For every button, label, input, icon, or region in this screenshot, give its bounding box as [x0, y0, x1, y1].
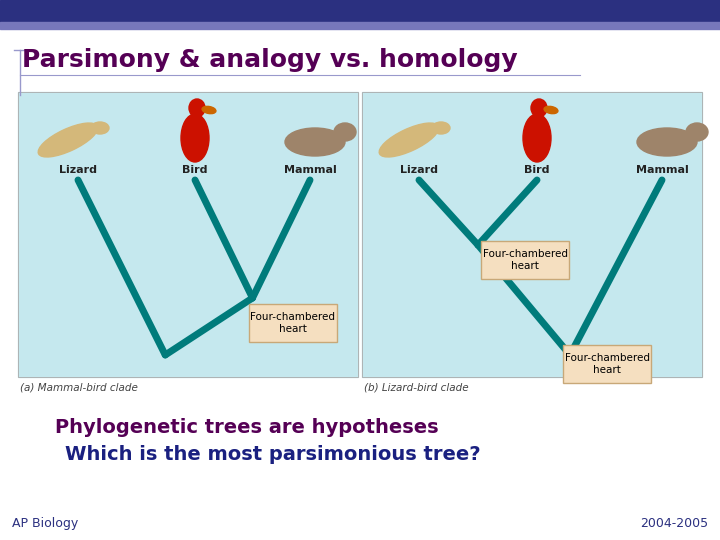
Text: Four-chambered
heart: Four-chambered heart — [250, 312, 335, 334]
Ellipse shape — [285, 128, 345, 156]
FancyBboxPatch shape — [563, 345, 651, 383]
Text: Bird: Bird — [182, 165, 208, 175]
FancyBboxPatch shape — [481, 241, 569, 279]
Ellipse shape — [432, 122, 450, 134]
Text: Which is the most parsimonious tree?: Which is the most parsimonious tree? — [65, 445, 481, 464]
Text: 2004-2005: 2004-2005 — [640, 517, 708, 530]
Ellipse shape — [531, 99, 547, 117]
Ellipse shape — [523, 114, 551, 162]
Ellipse shape — [334, 123, 356, 141]
Ellipse shape — [379, 123, 438, 157]
Ellipse shape — [637, 128, 697, 156]
Ellipse shape — [544, 106, 558, 113]
FancyBboxPatch shape — [248, 304, 336, 342]
Ellipse shape — [686, 123, 708, 141]
Text: Bird: Bird — [524, 165, 550, 175]
Ellipse shape — [38, 123, 98, 157]
Text: Mammal: Mammal — [636, 165, 688, 175]
Bar — [362, 92, 702, 377]
Ellipse shape — [181, 114, 209, 162]
Text: Phylogenetic trees are hypotheses: Phylogenetic trees are hypotheses — [55, 418, 438, 437]
Text: Four-chambered
heart: Four-chambered heart — [564, 353, 649, 375]
Bar — [0, 0, 720, 22]
Text: Lizard: Lizard — [59, 165, 97, 175]
Text: AP Biology: AP Biology — [12, 517, 78, 530]
Ellipse shape — [202, 106, 216, 113]
Text: Lizard: Lizard — [400, 165, 438, 175]
Bar — [18, 92, 358, 377]
Text: (a) Mammal-bird clade: (a) Mammal-bird clade — [20, 383, 138, 393]
Bar — [0, 22, 720, 29]
Ellipse shape — [91, 122, 109, 134]
Text: Parsimony & analogy vs. homology: Parsimony & analogy vs. homology — [22, 48, 518, 72]
Ellipse shape — [189, 99, 205, 117]
Bar — [362, 92, 702, 377]
Bar — [18, 92, 358, 377]
Text: Four-chambered
heart: Four-chambered heart — [482, 249, 567, 271]
Text: Mammal: Mammal — [284, 165, 336, 175]
Text: (b) Lizard-bird clade: (b) Lizard-bird clade — [364, 383, 469, 393]
